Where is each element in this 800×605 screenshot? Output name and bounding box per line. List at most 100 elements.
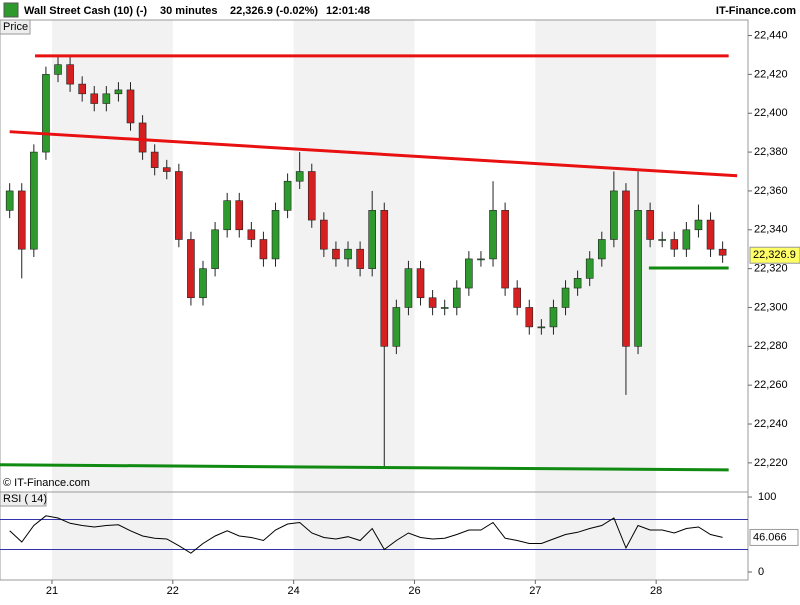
y-tick-label: 22,400: [754, 107, 788, 119]
candle-body: [150, 151, 159, 168]
candle-body: [416, 268, 425, 299]
candle-body: [320, 219, 328, 250]
candle-body: [501, 210, 509, 289]
candle-body: [175, 171, 183, 240]
candle-body: [682, 229, 691, 250]
candle-body: [428, 297, 437, 308]
candle-body: [525, 307, 534, 328]
candle-body: [66, 64, 74, 85]
y-tick-label: 22,420: [754, 68, 788, 80]
time: 12:01:48: [326, 5, 370, 17]
candle-body: [162, 167, 171, 172]
y-tick-label: 22,260: [754, 379, 788, 391]
brand: IT-Finance.com: [716, 5, 796, 17]
candle-body: [259, 239, 268, 260]
candle-body: [489, 210, 497, 260]
candle-body: [368, 210, 376, 269]
candle-body: [307, 171, 316, 221]
candle-body: [356, 248, 364, 269]
symbol: Wall Street Cash (10) (-): [24, 5, 147, 17]
candle-body: [585, 258, 594, 279]
y-tick-label: 22,360: [754, 185, 788, 197]
candle-body: [5, 190, 14, 211]
last-price-label: 22,326.9: [753, 249, 796, 261]
candle-body: [452, 287, 461, 308]
candle-body: [332, 248, 340, 260]
candle-body: [513, 287, 521, 308]
candle-body: [30, 151, 38, 250]
x-tick-label: 24: [288, 585, 300, 597]
x-tick-label: 21: [46, 585, 58, 597]
session-band: [293, 20, 415, 580]
y-tick-label: 22,380: [754, 146, 788, 158]
y-tick-label: 22,340: [754, 224, 788, 236]
candle-body: [114, 89, 123, 95]
candle-body: [283, 180, 292, 211]
y-tick-label: 22,320: [754, 263, 788, 275]
candle-body: [634, 210, 642, 347]
candle-body: [380, 210, 389, 347]
copyright: © IT-Finance.com: [3, 477, 90, 489]
rsi-label-box: [0, 491, 47, 507]
candle-body: [706, 219, 715, 250]
candle-body: [344, 248, 352, 260]
candle-body: [392, 307, 401, 347]
candle-body: [187, 239, 195, 299]
quote: 22,326.9 (-0.02%): [230, 5, 318, 17]
candle-body: [78, 83, 86, 95]
interval: 30 minutes: [160, 5, 217, 17]
candle-body: [610, 190, 618, 240]
candle-body: [235, 200, 244, 231]
candle-body: [247, 229, 256, 240]
x-tick-label: 28: [650, 585, 662, 597]
candle-body: [102, 93, 111, 104]
candle-body: [573, 278, 582, 289]
last-price-box: [749, 246, 800, 264]
candle-body: [271, 210, 280, 260]
panel-title: Price: [3, 21, 28, 33]
candle-body: [90, 93, 99, 104]
candle-body: [17, 190, 26, 250]
y-tick-label: 100: [758, 491, 776, 503]
rsi-panel: [0, 491, 749, 581]
candle-body: [718, 248, 727, 256]
candle-body: [223, 200, 231, 231]
candle-body: [549, 307, 558, 328]
candle-body: [537, 326, 546, 329]
candle-body: [622, 190, 630, 347]
candle-body: [477, 258, 485, 261]
candle-body: [138, 122, 147, 153]
candle-body: [211, 229, 219, 269]
candle-body: [694, 219, 703, 231]
candle-body: [42, 74, 50, 153]
candle-body: [561, 287, 570, 308]
y-tick-label: 0: [758, 566, 764, 578]
candle-body: [597, 239, 606, 260]
y-tick-label: 22,440: [754, 29, 788, 41]
session-bands: [51, 20, 657, 580]
trend-line: [9, 130, 738, 178]
logo: [3, 2, 19, 18]
y-tick-label: 22,240: [754, 418, 788, 430]
candle-body: [646, 210, 654, 240]
candle-body: [440, 307, 449, 309]
price-label-box: [0, 19, 31, 35]
panel-title: RSI ( 14): [3, 493, 47, 505]
y-tick-label: 22,220: [754, 457, 788, 469]
candle-body: [126, 89, 135, 124]
candle-body: [465, 258, 473, 289]
candle-body: [670, 239, 679, 250]
candle-body: [54, 64, 62, 75]
rsi-last-label: 46.066: [753, 531, 787, 543]
x-tick-label: 22: [167, 585, 179, 597]
candle-body: [404, 268, 413, 308]
y-tick-label: 22,300: [754, 301, 788, 313]
x-tick-label: 27: [529, 585, 541, 597]
x-tick-label: 26: [408, 585, 420, 597]
y-tick-label: 22,280: [754, 340, 788, 352]
rsi-last-box: [749, 528, 799, 546]
candle-body: [295, 171, 304, 182]
session-band: [51, 20, 173, 580]
candle-body: [658, 239, 667, 241]
